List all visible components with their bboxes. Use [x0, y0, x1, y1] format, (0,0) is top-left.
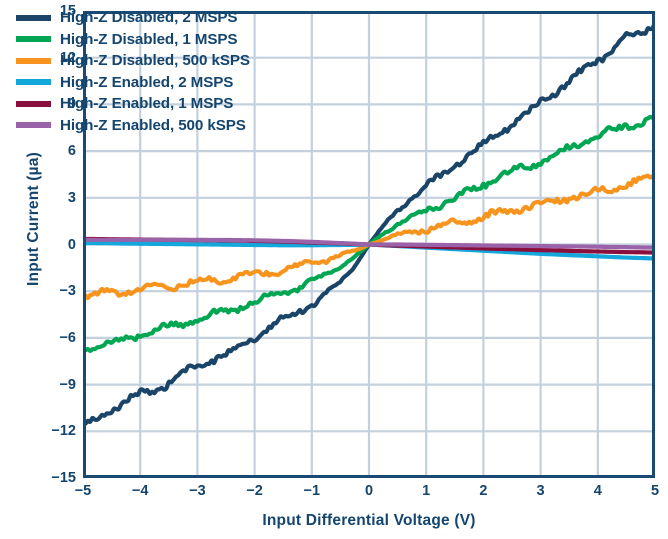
plot-frame [83, 11, 655, 478]
legend-color-swatch [16, 122, 51, 129]
x-tick-label: −2 [246, 483, 263, 499]
x-tick-label: −4 [131, 483, 149, 499]
y-tick-label: −15 [51, 470, 76, 486]
legend-item[interactable]: High-Z Enabled, 500 kSPS [16, 115, 250, 137]
legend-item[interactable]: High-Z Disabled, 2 MSPS [16, 7, 250, 29]
legend-label: High-Z Enabled, 2 MSPS [60, 73, 234, 91]
chart-legend: High-Z Disabled, 2 MSPS High-Z Disabled, … [12, 5, 254, 138]
legend-color-swatch [16, 100, 51, 107]
y-axis-tick-labels: 15 12 9 6 3 0 −3 −6 −9 −12 −15 [36, 0, 76, 539]
x-tick-label: −1 [303, 483, 321, 499]
x-tick-label: 5 [650, 483, 660, 499]
legend-item[interactable]: High-Z Enabled, 1 MSPS [16, 93, 250, 115]
legend-item[interactable]: High-Z Disabled, 500 kSPS [16, 50, 250, 72]
legend-color-swatch [16, 79, 51, 86]
y-tick-label: 12 [59, 49, 76, 66]
legend-item[interactable]: High-Z Disabled, 1 MSPS [16, 29, 250, 51]
x-tick-label: 4 [593, 483, 602, 499]
legend-color-swatch [16, 36, 51, 43]
legend-label: High-Z Enabled, 1 MSPS [60, 95, 234, 113]
plot-area [83, 11, 655, 478]
y-tick-label: −12 [51, 423, 76, 440]
y-tick-label: 9 [67, 96, 76, 113]
y-tick-label: −9 [59, 376, 76, 393]
y-tick-label: −6 [59, 329, 76, 346]
x-tick-label: −5 [74, 483, 92, 499]
legend-label: High-Z Disabled, 500 kSPS [60, 52, 250, 70]
y-tick-label: 3 [67, 189, 76, 206]
legend-color-swatch [16, 57, 51, 64]
y-tick-label: 6 [67, 143, 76, 160]
legend-color-swatch [16, 14, 51, 21]
legend-label: High-Z Disabled, 2 MSPS [60, 9, 238, 27]
plot-svg [83, 11, 655, 478]
x-tick-label: −3 [189, 483, 206, 499]
x-tick-label: 0 [364, 483, 374, 499]
x-axis-title: Input Differential Voltage (V) [262, 512, 476, 529]
y-tick-label: 15 [59, 3, 76, 19]
x-axis-tick-labels: −5 −4 −3 −2 −1 0 1 2 3 4 5 [0, 484, 668, 510]
y-tick-label: −3 [59, 283, 76, 300]
x-tick-label: 1 [422, 483, 431, 499]
x-tick-label: 2 [479, 483, 488, 499]
y-tick-label: 0 [67, 236, 76, 253]
legend-item[interactable]: High-Z Enabled, 2 MSPS [16, 72, 250, 94]
legend-label: High-Z Disabled, 1 MSPS [60, 30, 238, 48]
legend-label: High-Z Enabled, 500 kSPS [60, 116, 246, 134]
x-tick-label: 3 [536, 483, 545, 499]
series-line [83, 237, 655, 250]
